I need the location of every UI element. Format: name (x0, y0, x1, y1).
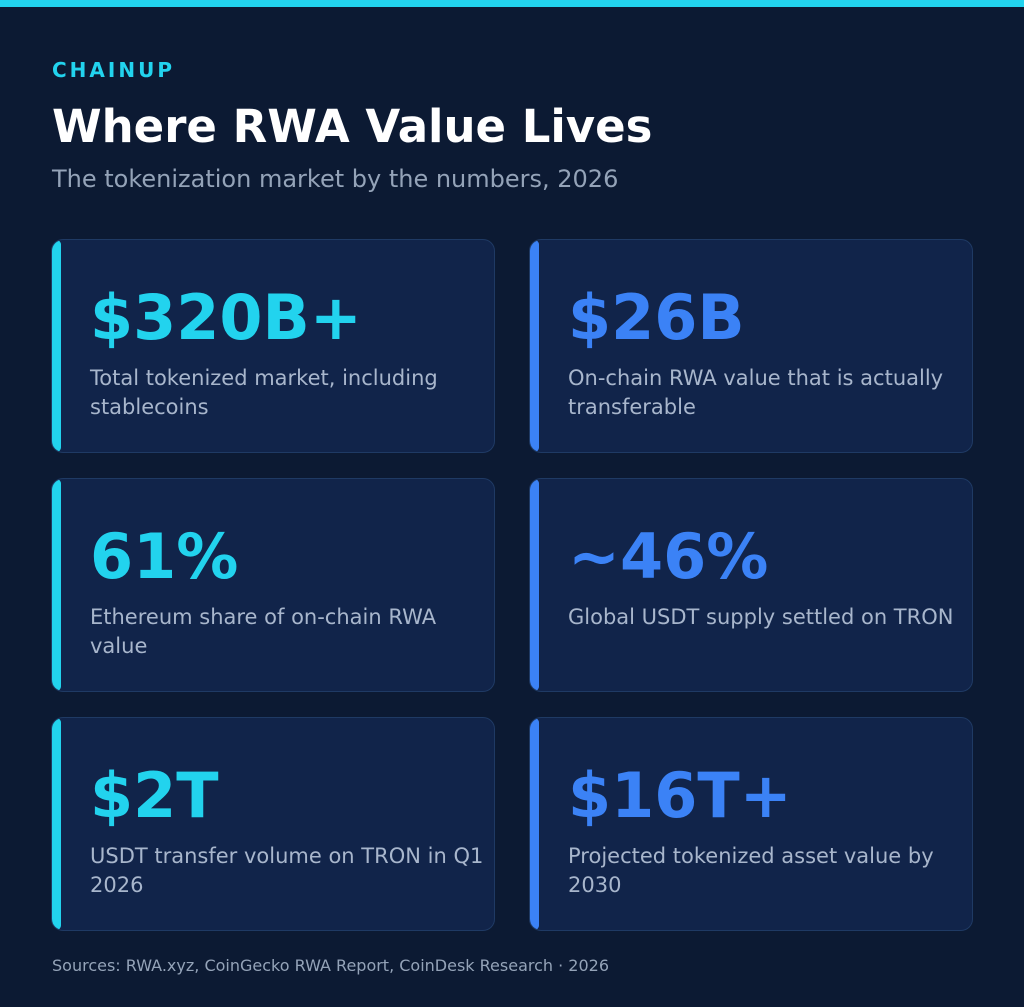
stat-card-ethereum-share: 61% Ethereum share of on-chain RWA value (51, 478, 495, 692)
stat-label: Projected tokenized asset value by 2030 (568, 844, 934, 897)
stat-value: $320B+ (90, 281, 362, 354)
stat-label: Total tokenized market, including stable… (90, 366, 438, 419)
stat-value: 61% (90, 520, 239, 593)
sources-footer: Sources: RWA.xyz, CoinGecko RWA Report, … (52, 956, 610, 975)
card-accent-bar (530, 718, 539, 930)
stat-label: Ethereum share of on-chain RWA value (90, 605, 437, 658)
stat-value: $16T+ (568, 759, 792, 832)
stat-card-projected-value: $16T+ Projected tokenized asset value by… (529, 717, 973, 931)
card-accent-bar (52, 240, 61, 452)
stat-card-transferable-rwa: $26B On-chain RWA value that is actually… (529, 239, 973, 453)
card-accent-bar (530, 479, 539, 691)
page-subtitle: The tokenization market by the numbers, … (52, 165, 619, 193)
page-title: Where RWA Value Lives (52, 100, 653, 153)
stat-value: $26B (568, 281, 745, 354)
stat-label: USDT transfer volume on TRON in Q1 2026 (90, 844, 484, 897)
stat-card-usdt-volume: $2T USDT transfer volume on TRON in Q1 2… (51, 717, 495, 931)
stat-label: Global USDT supply settled on TRON (568, 605, 954, 629)
stat-label: On-chain RWA value that is actually tran… (568, 366, 944, 419)
card-accent-bar (52, 718, 61, 930)
stat-card-total-market: $320B+ Total tokenized market, including… (51, 239, 495, 453)
stat-card-usdt-tron-share: ~46% Global USDT supply settled on TRON (529, 478, 973, 692)
brand-label: CHAINUP (52, 58, 175, 82)
stat-value: $2T (90, 759, 219, 832)
stat-value: ~46% (568, 520, 769, 593)
top-accent-bar (0, 0, 1024, 7)
card-accent-bar (530, 240, 539, 452)
card-accent-bar (52, 479, 61, 691)
